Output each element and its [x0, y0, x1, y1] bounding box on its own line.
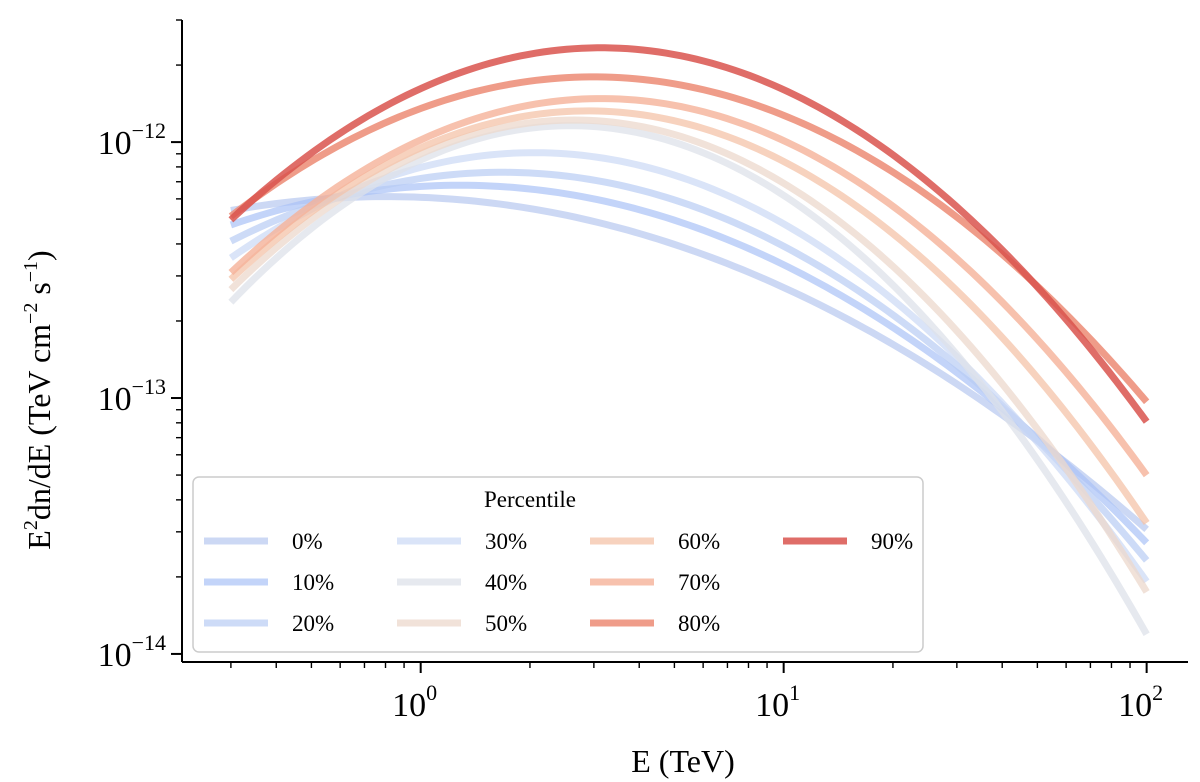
legend: Percentile 0% 10% 20% 30% 40% 50% 60% 70% 80% 90% [192, 476, 924, 653]
legend-label: 10% [292, 570, 334, 595]
series-layer [228, 44, 1150, 637]
y-tick-label: 10−14 [98, 630, 166, 674]
legend-box [192, 476, 924, 653]
legend-label: 50% [485, 611, 527, 636]
legend-label: 20% [292, 611, 334, 636]
series-line-5 [228, 116, 1150, 594]
y-tick-label: 10−13 [98, 374, 166, 418]
x-tick-label: 100 [392, 680, 437, 724]
x-tick-label: 102 [1118, 680, 1163, 724]
legend-label: 90% [871, 529, 913, 554]
series-line-7 [228, 95, 1150, 478]
y-tick-label: 10−12 [98, 118, 166, 162]
legend-label: 40% [485, 570, 527, 595]
series-line-4 [228, 122, 1150, 637]
legend-label: 70% [678, 570, 720, 595]
axis-labels: E (TeV) E2dn/dE (TeV cm−2 s−1) [20, 250, 735, 779]
series-line-6 [228, 107, 1150, 525]
legend-label: 80% [678, 611, 720, 636]
legend-label: 0% [292, 529, 323, 554]
legend-title: Percentile [484, 487, 576, 512]
series-line-8 [228, 73, 1150, 405]
legend-label: 30% [485, 529, 527, 554]
axes: 100 101 102 10−14 10−13 10−12 [98, 19, 1188, 724]
series-line-0 [230, 193, 1149, 533]
x-axis-label: E (TeV) [631, 743, 734, 779]
series-line-9 [228, 44, 1150, 424]
x-tick-label: 101 [755, 680, 800, 724]
y-axis-label: E2dn/dE (TeV cm−2 s−1) [20, 250, 57, 549]
legend-label: 60% [678, 529, 720, 554]
